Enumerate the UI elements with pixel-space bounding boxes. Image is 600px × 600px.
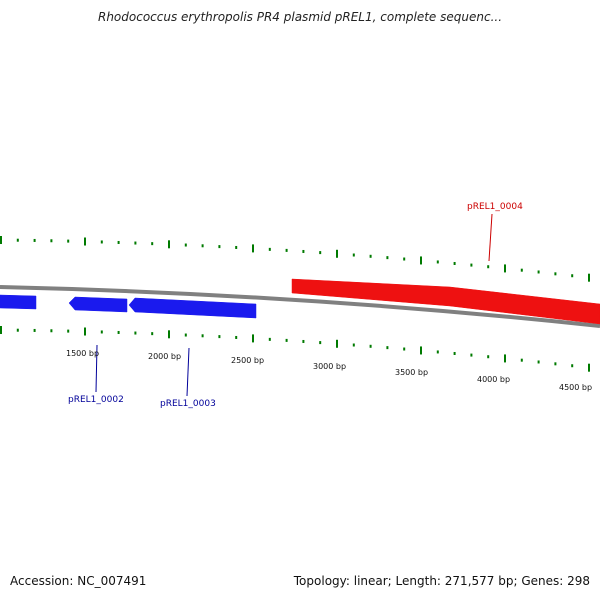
- ruler-label: 2000 bp: [148, 352, 181, 361]
- outer-tick: [453, 261, 456, 265]
- outer-tick: [100, 240, 103, 244]
- outer-tick: [218, 245, 221, 249]
- inner-tick: [369, 344, 372, 348]
- outer-tick: [235, 245, 238, 249]
- inner-tick: [168, 330, 170, 339]
- inner-tick: [420, 346, 422, 355]
- outer-tick: [302, 249, 305, 253]
- outer-tick: [134, 241, 137, 245]
- inner-tick: [184, 333, 187, 337]
- outer-tick: [168, 240, 170, 249]
- outer-tick: [352, 253, 355, 257]
- inner-tick: [33, 328, 36, 332]
- inner-tick: [537, 360, 540, 364]
- inner-tick: [16, 328, 19, 332]
- outer-tick: [403, 257, 406, 261]
- inner-tick: [151, 332, 154, 336]
- accession-text: Accession: NC_007491: [10, 574, 147, 588]
- inner-tick: [336, 339, 338, 348]
- inner-tick: [554, 362, 557, 366]
- outer-tick: [520, 268, 523, 272]
- outer-tick: [117, 240, 120, 244]
- inner-tick: [235, 335, 238, 339]
- inner-tick: [50, 329, 53, 333]
- gene-feature[interactable]: [128, 297, 257, 319]
- outer-tick: [252, 244, 254, 253]
- outer-tick: [588, 273, 590, 282]
- inner-tick: [218, 335, 221, 339]
- outer-tick: [285, 248, 288, 252]
- inner-tick: [302, 339, 305, 343]
- inner-tick: [268, 337, 271, 341]
- inner-tick: [571, 364, 574, 368]
- gene-feature[interactable]: [0, 294, 37, 310]
- inner-tick: [520, 358, 523, 362]
- map-title: Rhodococcus erythropolis PR4 plasmid pRE…: [97, 10, 503, 24]
- sequence-backbone: [0, 285, 600, 328]
- genes-layer: pREL1_0002 pREL1_0003 pREL1_0004: [0, 202, 600, 409]
- ruler-label: 3500 bp: [395, 368, 428, 377]
- outer-tick: [436, 260, 439, 264]
- gene-label: pREL1_0004: [467, 202, 523, 212]
- gene-feature[interactable]: [68, 296, 128, 313]
- inner-tick: [436, 350, 439, 354]
- outer-tick: [504, 264, 506, 273]
- outer-tick: [33, 238, 36, 242]
- inner-tick: [453, 351, 456, 355]
- ruler-label: 3000 bp: [313, 362, 346, 371]
- inner-tick: [504, 354, 506, 363]
- gene-feature[interactable]: [291, 278, 600, 325]
- ruler-label: 2500 bp: [231, 356, 264, 365]
- inner-tick: [285, 338, 288, 342]
- inner-tick: [252, 334, 254, 343]
- inner-tick: [84, 327, 86, 336]
- inner-tick: [588, 363, 590, 372]
- outer-tick: [184, 243, 187, 247]
- inner-tick: [470, 353, 473, 357]
- gene-leader-line: [95, 344, 98, 393]
- ruler-labels: 1500 bp 2000 bp 2500 bp 3000 bp 3500 bp 4000 …: [66, 349, 592, 392]
- outer-tick: [369, 254, 372, 258]
- inner-tick: [386, 346, 389, 350]
- inner-tick: [100, 330, 103, 334]
- inner-tick: [0, 326, 2, 335]
- outer-tick: [470, 263, 473, 267]
- inner-tick: [201, 334, 204, 338]
- outer-tick: [67, 239, 70, 243]
- outer-tick: [386, 256, 389, 260]
- gene-label: pREL1_0002: [68, 395, 124, 405]
- inner-tick-row: [0, 326, 590, 372]
- inner-tick: [67, 329, 70, 333]
- outer-tick: [336, 249, 338, 258]
- outer-tick: [319, 251, 322, 255]
- outer-tick: [571, 274, 574, 278]
- outer-tick: [487, 265, 490, 269]
- ruler-label: 1500 bp: [66, 349, 99, 358]
- gene-leader-line: [488, 213, 493, 262]
- outer-tick: [84, 237, 86, 246]
- gene-label: pREL1_0003: [160, 399, 216, 409]
- outer-tick-row: [0, 236, 590, 282]
- inner-tick: [352, 343, 355, 347]
- outer-tick: [16, 238, 19, 242]
- outer-tick: [537, 270, 540, 274]
- inner-tick: [134, 331, 137, 335]
- gene-leader-line: [186, 347, 190, 397]
- inner-tick: [319, 341, 322, 345]
- outer-tick: [554, 272, 557, 276]
- inner-tick: [487, 355, 490, 359]
- outer-tick: [420, 256, 422, 265]
- outer-tick: [0, 236, 2, 245]
- outer-tick: [201, 244, 204, 248]
- ruler-label: 4500 bp: [559, 383, 592, 392]
- ruler-label: 4000 bp: [477, 375, 510, 384]
- topology-info-text: Topology: linear; Length: 271,577 bp; Ge…: [293, 574, 590, 588]
- outer-tick: [268, 247, 271, 251]
- outer-tick: [50, 239, 53, 243]
- inner-tick: [117, 330, 120, 334]
- inner-tick: [403, 347, 406, 351]
- outer-tick: [151, 242, 154, 246]
